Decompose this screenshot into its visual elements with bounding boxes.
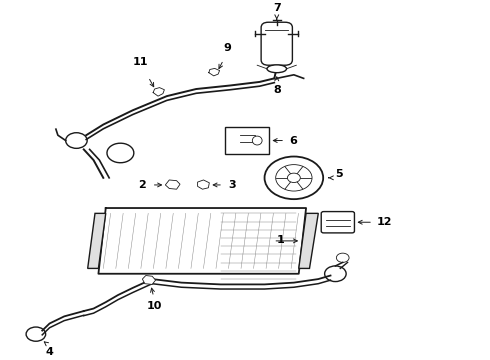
Circle shape <box>288 173 300 183</box>
Polygon shape <box>88 213 106 269</box>
Polygon shape <box>143 275 156 284</box>
Text: 9: 9 <box>223 44 231 54</box>
Text: 8: 8 <box>274 85 282 95</box>
Text: 12: 12 <box>377 217 392 227</box>
Polygon shape <box>299 213 318 269</box>
Ellipse shape <box>267 65 287 73</box>
Polygon shape <box>197 180 209 189</box>
Text: 5: 5 <box>335 169 343 179</box>
Text: 10: 10 <box>147 301 162 311</box>
FancyBboxPatch shape <box>261 22 293 65</box>
Text: 2: 2 <box>139 180 147 190</box>
FancyBboxPatch shape <box>225 127 270 154</box>
FancyBboxPatch shape <box>321 212 354 233</box>
Text: 4: 4 <box>46 347 53 356</box>
Ellipse shape <box>252 136 262 145</box>
Text: 11: 11 <box>133 57 148 67</box>
Text: 6: 6 <box>289 135 297 145</box>
Ellipse shape <box>107 143 134 163</box>
Text: 3: 3 <box>228 180 236 190</box>
Text: 7: 7 <box>273 3 281 13</box>
Polygon shape <box>165 180 180 189</box>
Text: 1: 1 <box>277 235 285 245</box>
